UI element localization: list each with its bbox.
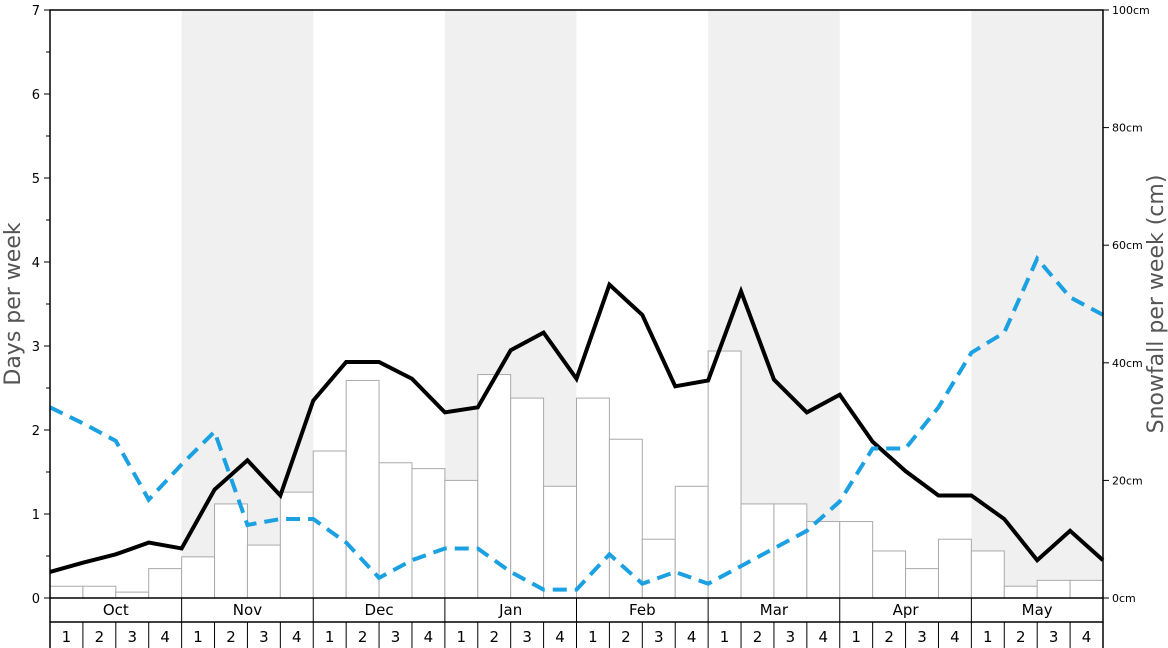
snowfall-bar bbox=[970, 550, 1005, 599]
snowfall-bar bbox=[378, 462, 413, 599]
snowfall-bar bbox=[411, 468, 446, 599]
snowfall-bar bbox=[115, 591, 150, 599]
month-bands bbox=[181, 10, 1103, 598]
month-label: May bbox=[1022, 601, 1053, 619]
week-label: 4 bbox=[424, 628, 434, 646]
week-label: 3 bbox=[259, 628, 269, 646]
snowfall-bar bbox=[181, 556, 216, 599]
week-label: 2 bbox=[753, 628, 763, 646]
week-label: 4 bbox=[1082, 628, 1092, 646]
snowfall-bar bbox=[279, 491, 314, 599]
snowfall-bar bbox=[576, 397, 610, 599]
y-tick-label: 5 bbox=[32, 172, 40, 187]
x-axis: Oct Nov Dec Jan Feb Mar Apr May 1 2 3 4 1 2 3 4 1 2 3 4 1 2 3 4… bbox=[49, 598, 1104, 648]
y-tick-label: 2 bbox=[32, 424, 40, 439]
y-axis-title-right: Snowfall per week (cm) bbox=[1144, 175, 1168, 434]
snowfall-bar bbox=[1069, 579, 1104, 599]
week-label: 4 bbox=[819, 628, 829, 646]
month-label: Jan bbox=[498, 601, 522, 619]
snowfall-bar bbox=[82, 585, 117, 599]
snowfall-bar bbox=[148, 568, 183, 599]
y-tick-label: 7 bbox=[32, 4, 40, 19]
week-label: 3 bbox=[1049, 628, 1059, 646]
left-axis: 0 1 2 3 4 5 6 7 bbox=[32, 4, 50, 607]
y-axis-title-left: Days per week bbox=[1, 222, 26, 385]
y-right-tick-label: 100cm bbox=[1112, 4, 1150, 17]
month-label: Oct bbox=[103, 601, 129, 619]
week-label: 3 bbox=[127, 628, 137, 646]
right-axis: 0cm 20cm 40cm 60cm 80cm 100cm bbox=[1103, 4, 1150, 605]
week-label: 2 bbox=[95, 628, 105, 646]
snowfall-bar bbox=[641, 538, 676, 599]
week-label: 2 bbox=[884, 628, 894, 646]
snowfall-bar bbox=[49, 585, 84, 599]
snowfall-bar bbox=[345, 379, 380, 599]
snowfall-bar bbox=[444, 479, 479, 599]
snowfall-bar bbox=[905, 568, 939, 599]
week-label: 1 bbox=[62, 628, 72, 646]
solid-series-line bbox=[49, 281, 1105, 574]
week-label: 4 bbox=[160, 628, 170, 646]
y-right-tick-label: 40cm bbox=[1112, 357, 1143, 370]
month-label: Mar bbox=[760, 601, 789, 619]
y-tick-label: 6 bbox=[32, 88, 40, 103]
snowfall-bar bbox=[839, 521, 874, 599]
snowfall-bar bbox=[773, 503, 808, 599]
week-label: 1 bbox=[851, 628, 861, 646]
week-label: 3 bbox=[786, 628, 796, 646]
series-lines bbox=[49, 254, 1105, 592]
y-tick-label: 1 bbox=[32, 508, 40, 523]
snowfall-bar bbox=[246, 544, 281, 599]
month-label: Dec bbox=[365, 601, 394, 619]
week-label: 3 bbox=[917, 628, 927, 646]
week-label: 4 bbox=[292, 628, 302, 646]
week-label: 2 bbox=[621, 628, 631, 646]
week-label: 3 bbox=[391, 628, 401, 646]
y-right-tick-label: 0cm bbox=[1112, 592, 1136, 605]
month-label: Feb bbox=[629, 601, 656, 619]
y-tick-label: 4 bbox=[32, 256, 40, 271]
week-label: 4 bbox=[950, 628, 960, 646]
month-label: Nov bbox=[233, 601, 262, 619]
snowfall-bar bbox=[674, 485, 709, 599]
week-label: 1 bbox=[193, 628, 203, 646]
y-right-tick-label: 20cm bbox=[1112, 474, 1143, 487]
week-label: 1 bbox=[588, 628, 598, 646]
snowfall-bar bbox=[510, 397, 545, 599]
week-label: 3 bbox=[654, 628, 664, 646]
snowfall-bar bbox=[937, 538, 972, 599]
y-right-tick-label: 60cm bbox=[1112, 239, 1143, 252]
week-label: 1 bbox=[983, 628, 993, 646]
week-label: 4 bbox=[555, 628, 565, 646]
snowfall-bar bbox=[806, 521, 841, 599]
dashed-series-line bbox=[49, 254, 1104, 592]
month-label: Apr bbox=[893, 601, 920, 619]
snowfall-bar bbox=[214, 503, 248, 599]
snowfall-bar bbox=[707, 350, 742, 599]
week-label: 2 bbox=[1016, 628, 1026, 646]
week-label: 2 bbox=[226, 628, 236, 646]
snowfall-bar bbox=[543, 485, 577, 599]
week-label: 1 bbox=[457, 628, 467, 646]
week-label: 1 bbox=[325, 628, 335, 646]
week-label: 4 bbox=[687, 628, 697, 646]
snowfall-bar bbox=[872, 550, 907, 599]
snowfall-bar bbox=[608, 438, 643, 599]
y-tick-label: 3 bbox=[32, 340, 40, 355]
y-tick-label: 0 bbox=[32, 592, 40, 607]
week-label: 2 bbox=[489, 628, 499, 646]
snowfall-bar bbox=[1003, 585, 1038, 599]
y-right-tick-label: 80cm bbox=[1112, 122, 1143, 135]
snowfall-bar bbox=[477, 374, 512, 599]
week-label: 3 bbox=[522, 628, 532, 646]
snowfall-bar bbox=[1036, 579, 1071, 599]
week-label: 2 bbox=[358, 628, 368, 646]
week-label: 1 bbox=[720, 628, 730, 646]
